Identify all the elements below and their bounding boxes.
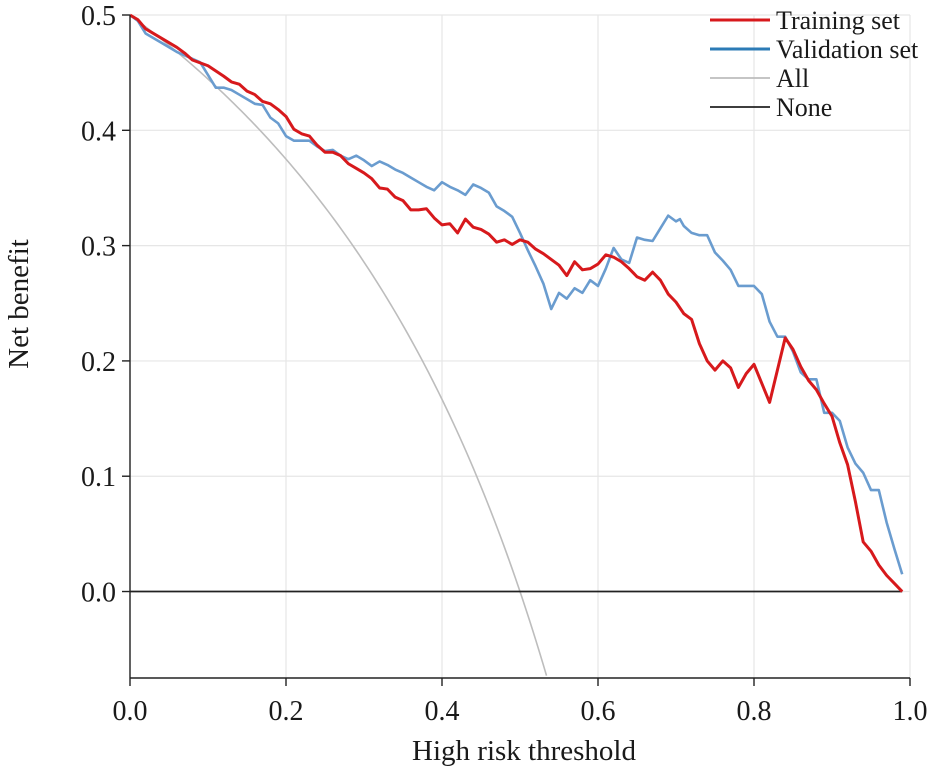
legend-label-none: None <box>776 93 832 122</box>
series-line-all <box>130 14 548 676</box>
x-tick-label: 0.8 <box>737 696 772 727</box>
legend-label-all: All <box>776 64 809 93</box>
plot-area <box>130 13 904 676</box>
series-line-validation-set <box>130 13 904 575</box>
axes: 0.0 0.2 0.4 0.6 0.8 1.0 0.0 0.1 0.2 0.3 0.4 0.5 <box>81 1 928 727</box>
series-line-training-set <box>130 13 904 593</box>
y-tick-label: 0.1 <box>81 462 116 493</box>
x-tick-label: 0.4 <box>425 696 460 727</box>
x-tick-label: 1.0 <box>893 696 928 727</box>
x-tick-label: 0.2 <box>269 696 304 727</box>
x-axis-label: High risk threshold <box>412 735 636 767</box>
y-tick-label: 0.0 <box>81 578 116 609</box>
y-tick-label: 0.4 <box>81 116 116 147</box>
x-tick-label: 0.6 <box>581 696 616 727</box>
legend-label-training-set: Training set <box>776 6 901 35</box>
y-tick-label: 0.2 <box>81 347 116 378</box>
y-axis-label: Net benefit <box>3 239 35 369</box>
y-tick-label: 0.5 <box>81 1 116 32</box>
y-tick-label: 0.3 <box>81 232 116 263</box>
legend-label-validation-set: Validation set <box>776 35 919 64</box>
x-tick-label: 0.0 <box>113 696 148 727</box>
